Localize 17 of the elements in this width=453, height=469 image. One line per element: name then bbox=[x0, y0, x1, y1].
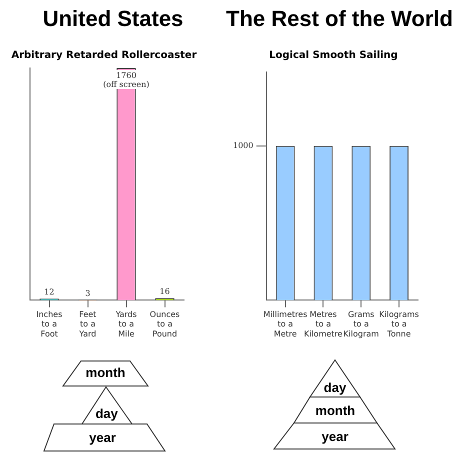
x-tick-label: Yards to a Mile bbox=[114, 310, 137, 338]
data-label: 16 bbox=[160, 287, 170, 296]
data-label: 3 bbox=[85, 288, 90, 298]
x-tick-label: Inches to a Foot bbox=[36, 310, 62, 338]
chart-title: The Rest of the World bbox=[226, 5, 453, 33]
x-tick-label: Ounces to a Pound bbox=[150, 310, 180, 338]
chart-subtitle: Arbitrary Retarded Rollercoaster bbox=[10, 50, 198, 63]
pyramid-diagram: day month year bbox=[272, 359, 396, 450]
data-label: 12 bbox=[44, 288, 54, 297]
x-tick-label: Feet to a Yard bbox=[78, 310, 96, 338]
hourglass-diagram: month day year bbox=[43, 360, 166, 452]
chart-subtitle: Logical Smooth Sailing bbox=[268, 50, 399, 63]
y-tick-label: 1000 bbox=[233, 140, 254, 150]
chart-title: United States bbox=[42, 5, 184, 33]
x-tick-label: Kilograms to a Tonne bbox=[379, 310, 419, 338]
x-tick-label: Grams to a Kilogram bbox=[343, 310, 380, 338]
data-label: 1760 (off screen) bbox=[103, 71, 150, 89]
